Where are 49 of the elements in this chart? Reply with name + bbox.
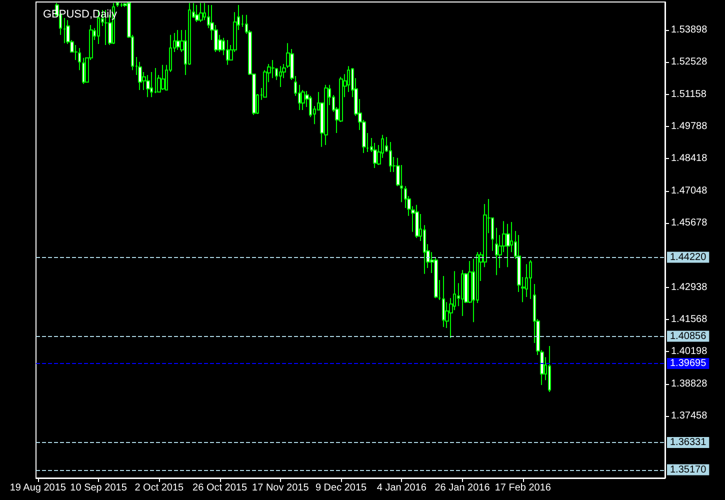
candlestick <box>373 142 377 169</box>
y-tick-label: 1.48418 <box>671 153 708 164</box>
candlestick <box>279 66 282 88</box>
candlestick <box>271 60 275 79</box>
x-tick-label: 9 Dec 2015 <box>315 482 368 494</box>
candlestick <box>548 346 551 393</box>
y-tick-label: 1.49788 <box>671 121 708 132</box>
y-tick-label: 1.51158 <box>671 88 707 100</box>
ref-line-label: 1.35170 <box>670 464 707 476</box>
candlestick <box>199 2 203 22</box>
x-tick-label: 19 Aug 2015 <box>10 482 66 494</box>
x-tick-label: 26 Jan 2016 <box>434 482 490 494</box>
x-tick-label: 4 Jan 2016 <box>376 482 427 494</box>
candlestick <box>161 64 165 91</box>
candlestick <box>176 29 180 50</box>
candlestick <box>226 40 229 66</box>
x-tick-label: 10 Sep 2015 <box>70 482 128 494</box>
x-tick-label: 17 Nov 2015 <box>252 482 310 494</box>
candlestick <box>442 276 445 328</box>
x-tick-label: 17 Feb 2016 <box>494 482 552 494</box>
x-tick-label: 2 Oct 2015 <box>134 482 184 494</box>
y-tick-label: 1.40198 <box>671 346 708 358</box>
candlestick <box>146 74 150 98</box>
y-tick-label: 1.53898 <box>671 24 708 36</box>
ref-line-label: 1.40856 <box>670 330 707 342</box>
candlestick <box>495 227 498 276</box>
candlestick <box>78 48 81 71</box>
y-tick-label: 1.47048 <box>671 185 708 196</box>
candlestick <box>389 141 392 173</box>
candlestick <box>154 67 157 94</box>
y-tick-label: 1.37458 <box>671 410 708 422</box>
ref-line-label: 1.44220 <box>670 252 707 263</box>
candlestick <box>324 84 328 146</box>
y-tick-label: 1.41568 <box>671 314 708 326</box>
candlestick <box>506 223 510 268</box>
candlestick <box>461 269 464 316</box>
ref-line-label: 1.36331 <box>670 437 707 448</box>
y-tick-label: 1.45678 <box>671 218 708 229</box>
y-tick-label: 1.42938 <box>671 282 708 293</box>
candlestick <box>82 57 85 84</box>
candlestick <box>529 260 532 300</box>
candlestick <box>415 204 419 239</box>
candlestick <box>150 71 153 98</box>
candlestick <box>195 4 199 22</box>
y-tick-label: 1.52528 <box>671 56 708 68</box>
ref-line-label: 1.39695 <box>670 358 707 370</box>
x-tick-label: 26 Oct 2015 <box>192 482 248 494</box>
y-tick-label: 1.38828 <box>671 378 708 390</box>
candlestick <box>138 61 142 91</box>
